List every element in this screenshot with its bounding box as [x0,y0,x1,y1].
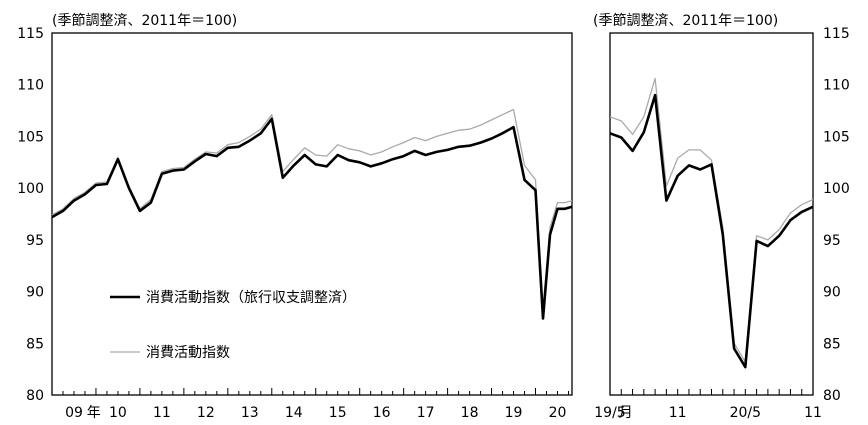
left-x-tick-label: 19 [505,405,523,421]
right-x-tick-label: 20/5 [730,405,761,421]
left-x-tick-label: 年 [87,405,101,421]
right-y-tick-label: 115 [823,26,850,42]
right-plot-frame [609,32,814,396]
right-series-index-line [609,77,814,363]
left-series-index-line [51,108,573,309]
right-y-tick-label: 80 [823,388,841,404]
right-x-tick-label: 11 [669,405,687,421]
left-unit-label: (季節調整済、2011年＝100) [52,12,237,29]
right-y-tick-label: 95 [823,233,841,249]
right-y-tick-label: 105 [823,129,850,145]
left-series-adjusted-line [51,117,573,320]
left-x-tick-label: 15 [329,405,347,421]
left-x-tick-label: 11 [153,405,171,421]
left-x-tick-label: 12 [197,405,215,421]
left-y-tick-label: 115 [17,26,44,42]
left-y-tick-label: 100 [17,181,44,197]
legend-item-adjusted-label: 消費活動指数（旅行収支調整済） [146,290,356,306]
left-x-tick-label: 20 [549,405,567,421]
right-series-adjusted-line [609,93,814,369]
right-y-tick-label: 85 [823,336,841,352]
left-x-tick-label: 13 [241,405,259,421]
left-y-tick-label: 105 [17,129,44,145]
left-x-tick-label: 14 [285,405,303,421]
left-plot-frame [51,32,573,396]
left-y-tick-label: 90 [26,285,44,301]
left-x-tick-label: 09 [65,405,83,421]
left-x-tick-label: 17 [417,405,435,421]
left-x-tick-label: 18 [461,405,479,421]
right-x-tick-label: 11 [804,405,822,421]
left-y-tick-label: 85 [26,336,44,352]
right-y-tick-label: 100 [823,181,850,197]
left-y-tick-label: 80 [26,388,44,404]
legend-item-index-label: 消費活動指数 [146,345,230,361]
left-y-tick-label: 110 [17,78,44,94]
left-x-tick-label: 10 [109,405,127,421]
right-x-tick-label: 月 [619,405,633,421]
right-x-tick-label: 19/5 [594,405,625,421]
right-unit-label: (季節調整済、2011年＝100) [593,12,778,29]
left-y-tick-label: 95 [26,233,44,249]
right-y-tick-label: 110 [823,78,850,94]
right-y-tick-label: 90 [823,285,841,301]
left-x-tick-label: 16 [373,405,391,421]
